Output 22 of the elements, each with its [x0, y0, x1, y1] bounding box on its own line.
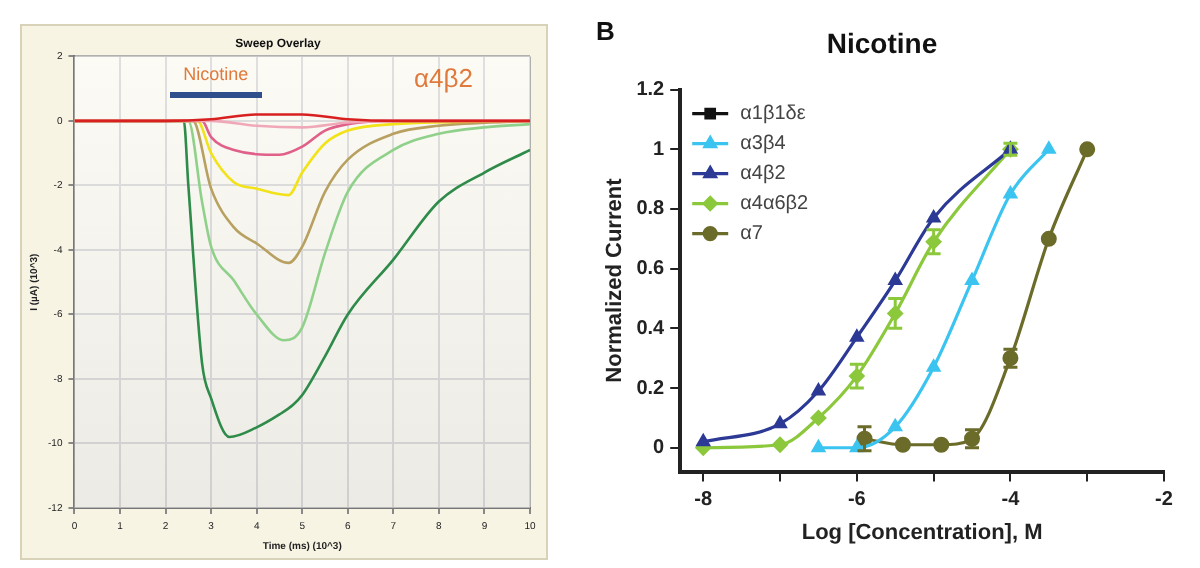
legend-label: α1β1δε [740, 103, 807, 126]
legend-label: α4α6β2 [740, 193, 810, 216]
y-tick-label: 0.4 [636, 317, 666, 340]
x-tick-label: -2 [1155, 489, 1174, 512]
y-tick-label: 1 [653, 138, 666, 161]
y-axis-title: Normalized Current [603, 177, 628, 383]
legend-label: α7 [740, 223, 764, 246]
annotation: α4β2 [413, 62, 473, 93]
text: B [596, 16, 615, 47]
x-tick-label: -4 [1001, 489, 1021, 512]
x-tick-label: -6 [847, 489, 867, 512]
chart-title: Nicotine [826, 26, 938, 59]
y-tick-label: 0.2 [636, 377, 666, 400]
y-tick-label: 0 [653, 437, 666, 460]
y-tick-label: 0.6 [636, 258, 666, 281]
annotation: Nicotine [183, 64, 249, 85]
x-tick-label: -8 [694, 489, 713, 512]
legend-label: α4β2 [740, 163, 787, 186]
y-tick-label: 0.8 [636, 198, 666, 221]
y-tick-label: 1.2 [636, 79, 666, 102]
x-axis-title: Log [Concentration], M [801, 520, 1043, 545]
legend-label: α3β4 [740, 133, 787, 156]
